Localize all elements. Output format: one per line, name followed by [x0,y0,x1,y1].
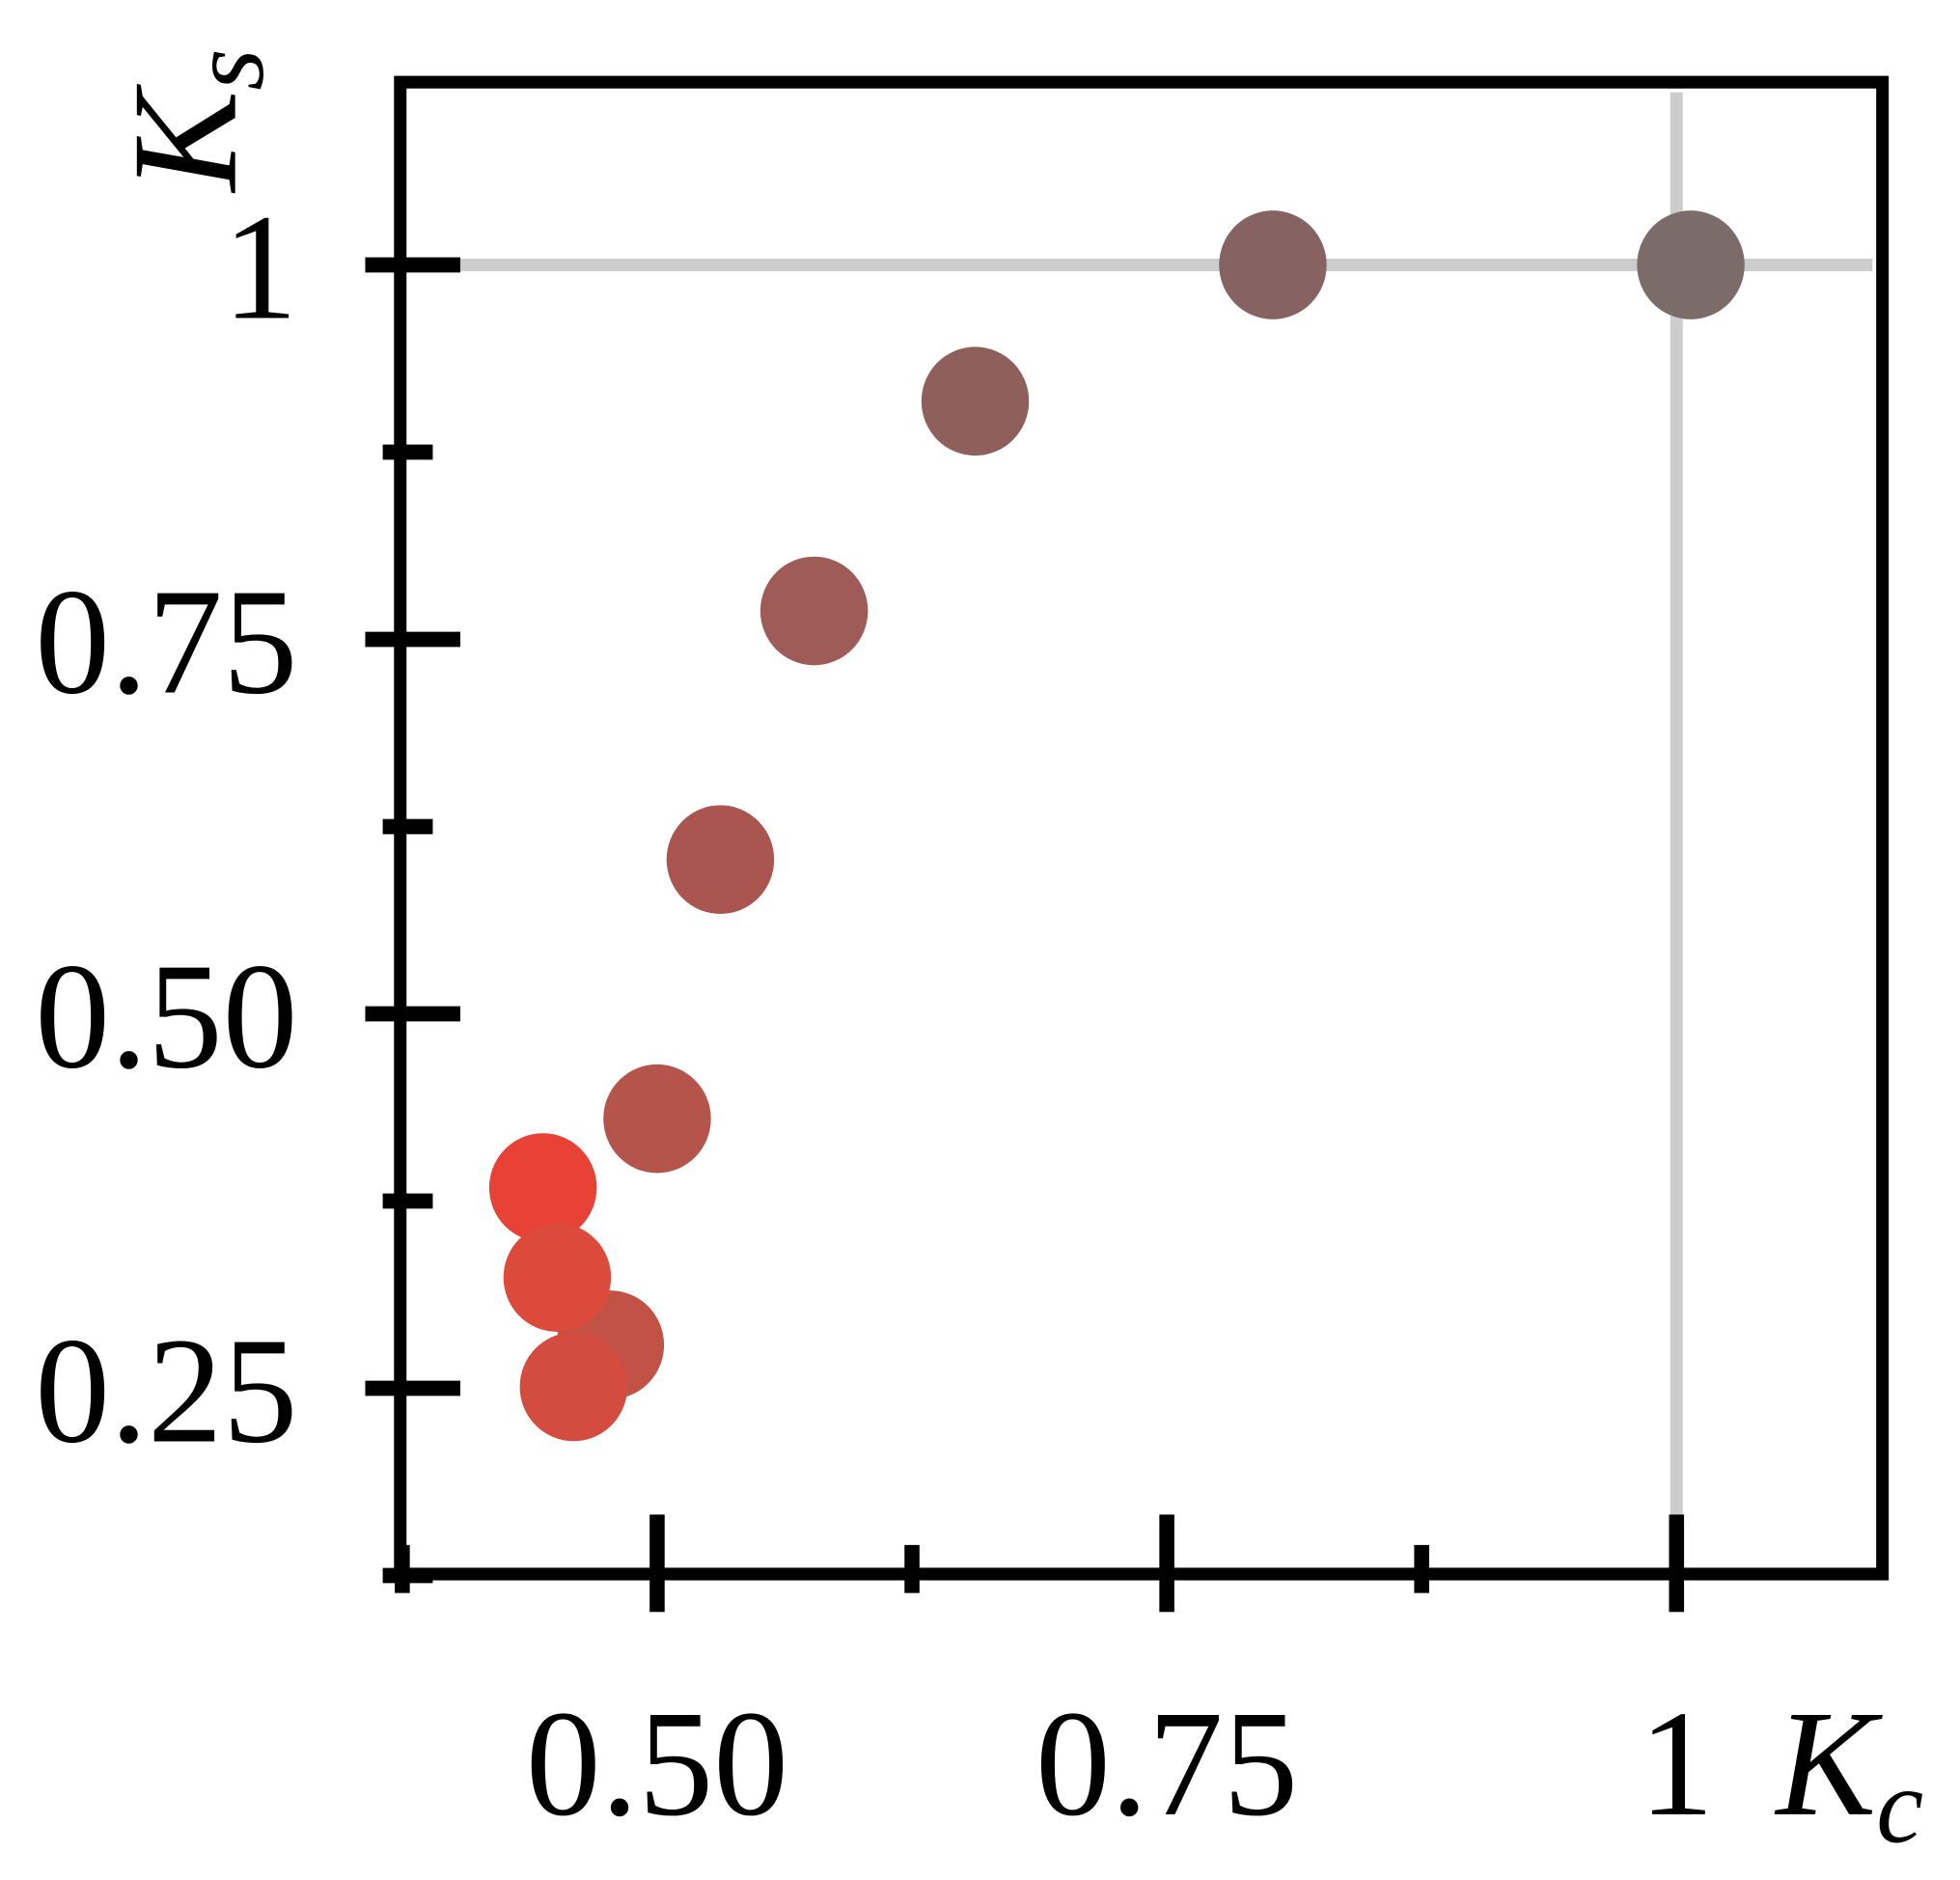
x-label-subscript: c [1876,1746,1923,1866]
point [921,346,1030,456]
point [1219,210,1327,319]
point [519,1332,628,1442]
y-tick-label: 0.25 [35,1307,297,1475]
x-tick-label: 0.50 [526,1679,788,1847]
point [759,556,869,666]
x-axis-label: Kc [1774,1679,1923,1866]
y-tick-label: 1 [223,183,298,351]
x-tick-label: 0.75 [1035,1679,1298,1847]
x-label-symbol: K [1774,1679,1883,1847]
x-tick-label: 1 [1639,1679,1714,1847]
point [666,805,775,914]
y-tick-label: 0.75 [35,558,297,726]
y-tick-label: 0.50 [35,932,297,1100]
point [1637,210,1745,319]
point [503,1223,612,1333]
y-axis-label: Ks [101,48,286,193]
y-label-subscript: s [168,48,286,90]
point [488,1133,597,1242]
point [603,1064,711,1174]
y-label-symbol: K [101,83,267,194]
